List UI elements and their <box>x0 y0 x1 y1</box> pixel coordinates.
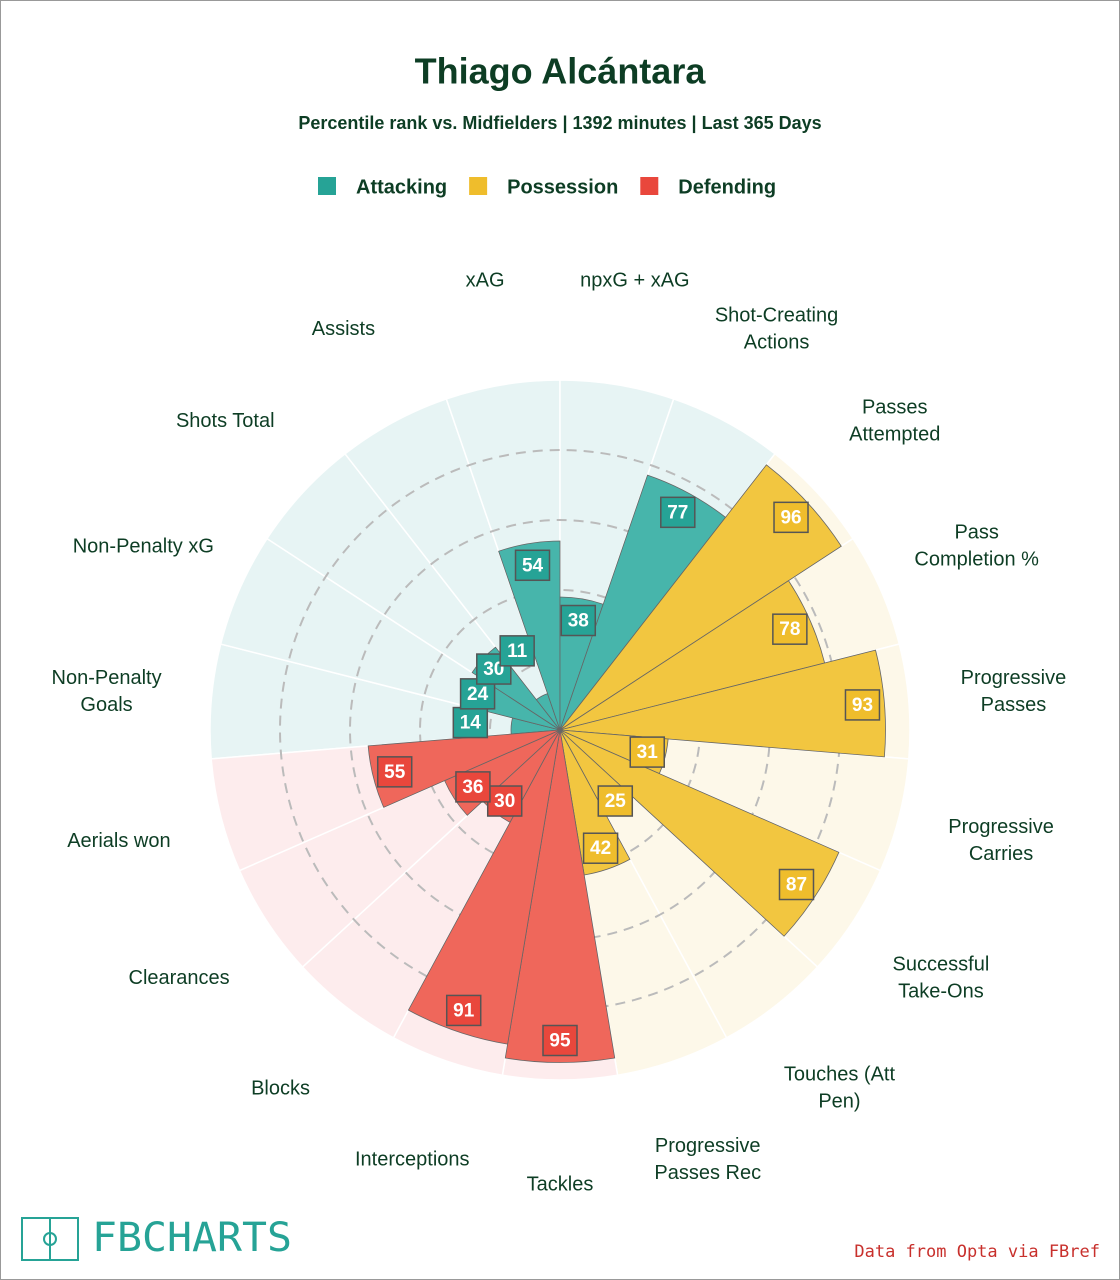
category-label: Aerials won <box>67 830 170 852</box>
bar <box>504 729 616 1063</box>
category-label: Clearances <box>129 967 230 989</box>
category-label: Progressive Carries <box>948 816 1054 865</box>
value-label: 95 <box>549 1031 571 1052</box>
value-label: 87 <box>786 875 807 896</box>
value-label: 31 <box>637 742 659 763</box>
category-label: Pass Completion % <box>914 522 1039 571</box>
value-box <box>514 549 551 582</box>
category-label: Touches (Att Pen) <box>784 1064 896 1113</box>
value-label: 42 <box>590 838 611 859</box>
value-box <box>486 785 523 817</box>
legend-swatch <box>318 177 336 195</box>
bar <box>559 649 886 758</box>
value-box <box>778 868 815 901</box>
category-label: Blocks <box>251 1077 310 1099</box>
value-box <box>773 501 809 534</box>
value-box <box>499 635 535 667</box>
bar <box>367 729 561 808</box>
category-label: Shot-Creating Actions <box>715 305 838 354</box>
chart-title: Thiago Alcántara <box>415 51 707 92</box>
value-box <box>445 994 482 1027</box>
value-box <box>844 689 881 721</box>
legend-label: Defending <box>678 176 776 198</box>
value-box <box>376 756 413 788</box>
logo-icon <box>43 1232 57 1246</box>
bar <box>559 729 840 937</box>
category-label: Progressive Passes <box>961 667 1067 716</box>
category-label: Tackles <box>527 1173 594 1195</box>
legend-label: Attacking <box>356 176 447 198</box>
legend-swatch <box>640 177 659 195</box>
category-label: Non-Penalty Goals <box>52 667 162 716</box>
category-label: npxG + xAG <box>580 269 690 291</box>
category-label: Progressive Passes Rec <box>654 1135 761 1184</box>
value-label: 24 <box>467 684 489 705</box>
logo: FBCHARTS <box>21 1215 292 1261</box>
value-label: 54 <box>522 555 544 576</box>
source-note: Data from Opta via FBref <box>854 1242 1100 1262</box>
value-label: 25 <box>605 791 627 812</box>
value-box <box>660 496 696 529</box>
legend-swatch <box>469 177 488 195</box>
value-box <box>455 771 491 803</box>
value-label: 38 <box>568 611 589 632</box>
category-label: xAG <box>466 269 505 291</box>
value-label: 96 <box>780 507 801 528</box>
value-label: 30 <box>483 659 504 680</box>
category-label: Shots Total <box>176 410 275 432</box>
category-label: Successful Take-Ons <box>893 954 990 1003</box>
category-label: Assists <box>312 318 375 340</box>
value-box <box>597 785 634 817</box>
chart-subtitle: Percentile rank vs. Midfielders | 1392 m… <box>298 113 821 133</box>
value-label: 91 <box>453 1000 475 1021</box>
category-label: Passes Attempted <box>849 397 940 446</box>
value-box <box>772 613 808 645</box>
value-label: 14 <box>460 713 482 734</box>
value-label: 36 <box>462 777 483 798</box>
logo-text: FBCHARTS <box>92 1215 292 1261</box>
value-box <box>542 1024 578 1057</box>
value-label: 77 <box>667 502 688 523</box>
value-box <box>629 736 665 768</box>
value-label: 30 <box>494 791 515 812</box>
value-label: 78 <box>779 619 800 640</box>
category-label: Non-Penalty xG <box>73 536 214 558</box>
value-box <box>582 832 619 864</box>
legend-label: Possession <box>507 176 618 198</box>
value-box <box>560 604 597 637</box>
category-label: Interceptions <box>355 1149 470 1171</box>
value-label: 11 <box>507 641 528 662</box>
value-label: 93 <box>852 695 873 716</box>
value-label: 55 <box>384 762 406 783</box>
value-box <box>452 706 489 739</box>
